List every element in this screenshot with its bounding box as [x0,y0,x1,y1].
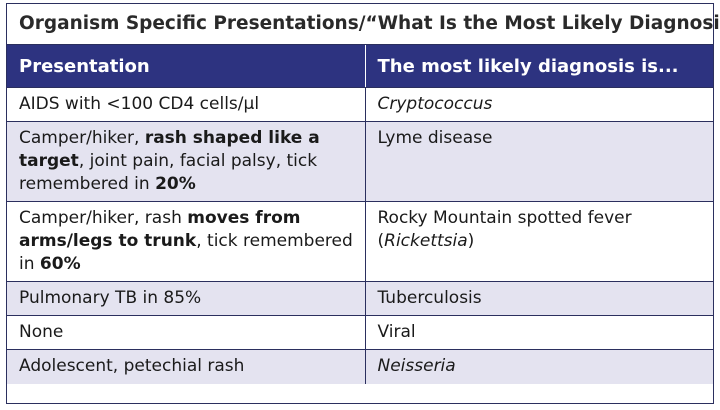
table-row: Camper/hiker, rash shaped like a target,… [7,121,713,202]
presentation-text: , joint pain, facial palsy, tick remembe… [19,151,318,194]
diagnosis-text: Neisseria [377,356,456,376]
presentation-text: rash shaped like a target [19,128,320,171]
presentation-cell: Adolescent, petechial rash [7,349,366,384]
header-row: Presentation The most likely diagnosis i… [7,45,713,88]
table-row: None Viral [7,315,713,350]
table-body: AIDS with <100 CD4 cells/µl Cryptococcus C… [7,87,713,384]
presentation-text: 60% [39,254,81,274]
table-row: Camper/hiker, rash moves from arms/legs … [7,201,713,282]
presentation-text: Camper/hiker, [19,128,145,148]
presentation-cell: None [7,315,366,350]
column-header-diagnosis: The most likely diagnosis is... [365,45,713,88]
table-title: Organism Specific Presentations/“What Is… [7,4,720,45]
diagnosis-text: Tuberculosis [377,288,482,308]
diagnosis-text: Lyme disease [377,128,493,148]
diagnosis-cell: Tuberculosis [365,281,713,316]
table-row: Pulmonary TB in 85% Tuberculosis [7,281,713,316]
diagnosis-table: Presentation The most likely diagnosis i… [7,45,713,384]
diagnosis-cell: Rocky Mountain spotted fever (Rickettsia… [365,201,713,282]
presentation-text: AIDS with <100 CD4 cells/µl [19,94,260,114]
diagnosis-text: ) [467,231,475,251]
presentation-text: Camper/hiker, rash [19,208,188,228]
diagnosis-text: Cryptococcus [377,94,493,114]
table-frame: Organism Specific Presentations/“What Is… [6,3,720,404]
table-row: AIDS with <100 CD4 cells/µl Cryptococcus [7,87,713,122]
table-row: Adolescent, petechial rash Neisseria [7,349,713,384]
diagnosis-cell: Cryptococcus [365,87,713,122]
diagnosis-cell: Neisseria [365,349,713,384]
presentation-text: , tick remembered in [19,231,353,274]
column-header-presentation: Presentation [7,45,366,88]
presentation-cell: Camper/hiker, rash moves from arms/legs … [7,201,366,282]
diagnosis-text: Rocky Mountain spotted fever ( [377,208,632,251]
presentation-text: None [19,322,64,342]
presentation-text: Adolescent, petechial rash [19,356,245,376]
diagnosis-cell: Viral [365,315,713,350]
diagnosis-cell: Lyme disease [365,121,713,202]
diagnosis-text: Rickettsia [384,231,468,251]
presentation-text: 20% [155,174,196,194]
presentation-cell: Camper/hiker, rash shaped like a target,… [7,121,366,202]
presentation-text: Pulmonary TB in 85% [19,288,202,308]
presentation-cell: Pulmonary TB in 85% [7,281,366,316]
presentation-text: moves from arms/legs to trunk [19,208,301,251]
diagnosis-text: Viral [377,322,416,342]
presentation-cell: AIDS with <100 CD4 cells/µl [7,87,366,122]
